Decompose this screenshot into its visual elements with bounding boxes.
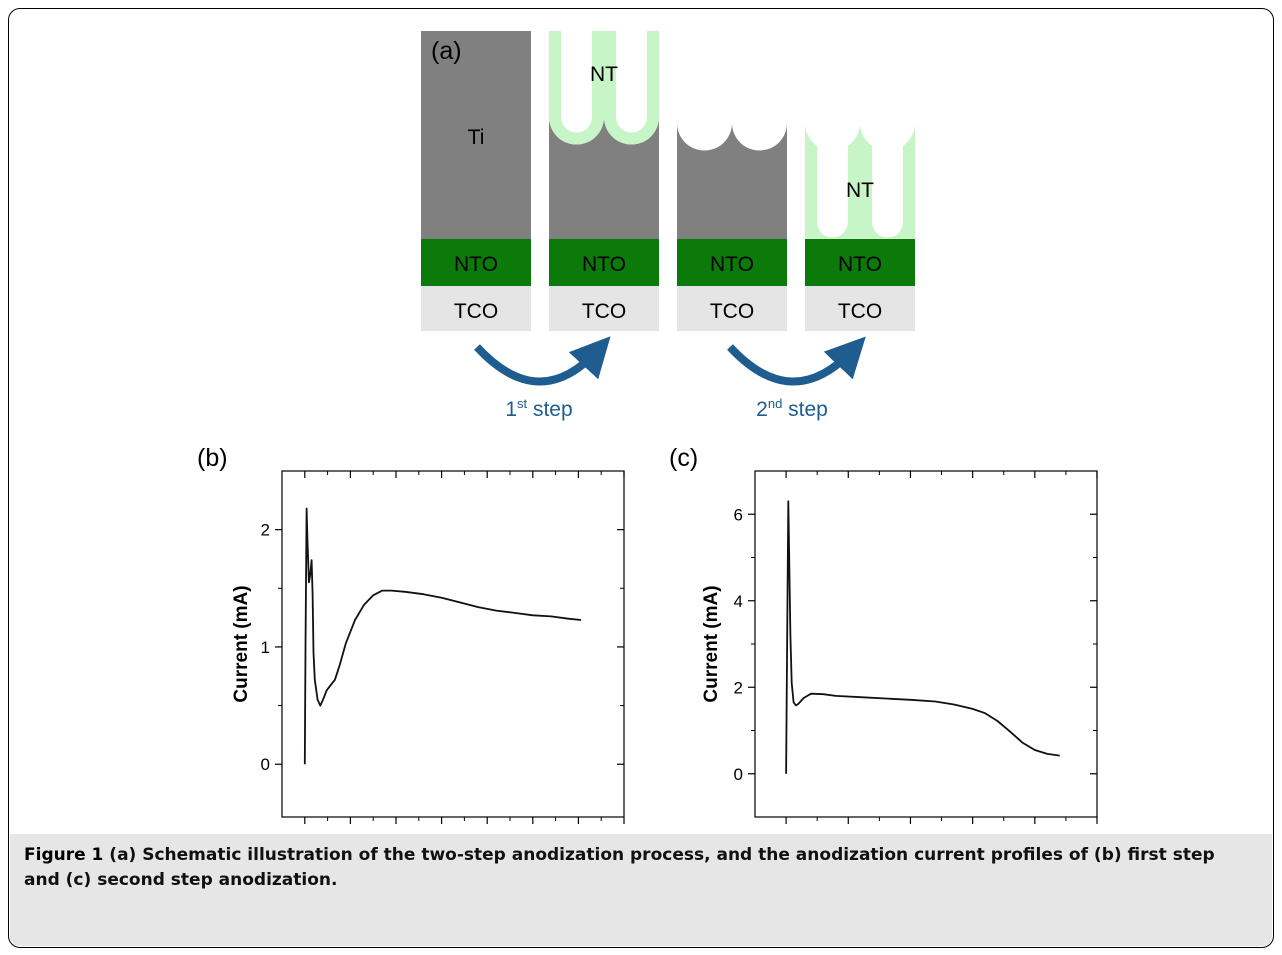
tco-label: TCO <box>582 300 626 323</box>
tco-layer <box>677 286 787 331</box>
series-line <box>785 500 1060 774</box>
plot-frame <box>281 470 625 818</box>
tco-layer <box>549 286 659 331</box>
y-axis-label: Current (mA) <box>231 585 252 702</box>
schematic-panel: (a) Ti NTO TCO NT NTO TCO NT <box>421 31 915 421</box>
y-tick-label: 0 <box>734 765 743 784</box>
tco-label: TCO <box>710 300 754 323</box>
y-tick-label: 4 <box>734 592 743 611</box>
chart-b: 05101520253035012Time (min)Current (mA)(… <box>197 444 633 880</box>
nto-label: NTO <box>582 253 626 276</box>
nt-pore <box>872 125 906 238</box>
step-arrow-2 <box>727 336 866 386</box>
y-tick-label: 6 <box>734 505 743 524</box>
column-nt-second: NT NTO TCO <box>805 123 915 331</box>
nt-pore <box>817 125 848 238</box>
figure-frame: (a) Ti NTO TCO NT NTO TCO NT <box>8 8 1274 948</box>
tco-label: TCO <box>454 300 498 323</box>
y-tick-label: 2 <box>734 678 743 697</box>
y-tick-label: 1 <box>261 638 270 657</box>
column-ti: (a) Ti NTO TCO <box>421 31 531 331</box>
ti-layer <box>677 123 787 239</box>
nanotube-layer <box>548 31 659 145</box>
series-line <box>303 507 582 765</box>
caption-label: Figure 1 <box>24 845 104 865</box>
plot-frame <box>754 470 1098 818</box>
caption-text: (a) Schematic illustration of the two-st… <box>24 845 1215 890</box>
column-nt-first: NT NTO TCO <box>548 31 659 331</box>
ti-layer <box>421 31 531 239</box>
ti-label: Ti <box>468 126 485 149</box>
panel-label-a: (a) <box>431 37 462 65</box>
tco-label: TCO <box>838 300 882 323</box>
nto-layer <box>549 239 659 286</box>
y-tick-label: 2 <box>261 521 270 540</box>
tco-layer <box>421 286 531 331</box>
nto-layer <box>421 239 531 286</box>
chart-c: 05101520250246Time (min)Current (mA)(c) <box>669 444 1106 880</box>
nt-label: NT <box>846 179 874 202</box>
nto-label: NTO <box>710 253 754 276</box>
y-tick-label: 0 <box>261 755 270 774</box>
tco-layer <box>805 286 915 331</box>
caption-band: Figure 1 (a) Schematic illustration of t… <box>10 834 1272 946</box>
nt-label: NT <box>590 63 618 86</box>
nto-layer <box>677 239 787 286</box>
step-2-label: 2nd step <box>756 396 828 421</box>
y-axis-label: Current (mA) <box>701 585 722 702</box>
figure-caption: Figure 1 (a) Schematic illustration of t… <box>24 843 1249 893</box>
nto-label: NTO <box>838 253 882 276</box>
nto-layer <box>805 239 915 286</box>
column-scalloped-ti: NTO TCO <box>677 123 787 331</box>
panel-label: (b) <box>197 444 228 472</box>
step-1-label: 1st step <box>505 396 572 421</box>
figure-canvas: (a) Ti NTO TCO NT NTO TCO NT <box>197 31 1106 880</box>
step-arrow-1 <box>474 336 611 386</box>
panel-label: (c) <box>669 444 698 472</box>
nto-label: NTO <box>454 253 498 276</box>
